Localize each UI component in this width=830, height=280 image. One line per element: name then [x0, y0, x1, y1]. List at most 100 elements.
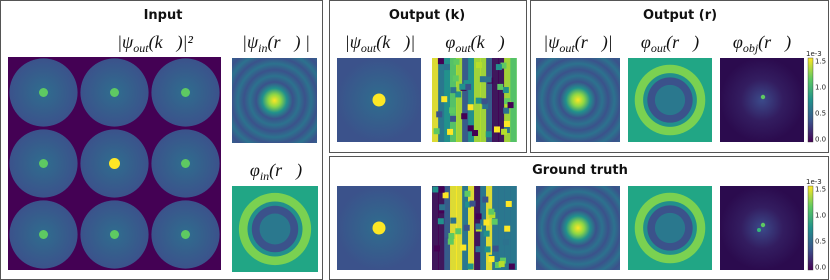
phase-k-speckle — [463, 224, 470, 231]
phase-k-speckle — [460, 244, 467, 251]
phase-k-speckle — [485, 76, 492, 83]
label-sub: in — [258, 41, 267, 55]
amplitude-image — [536, 58, 620, 142]
kspace-peak — [181, 159, 190, 168]
object-spot — [760, 94, 766, 100]
phase-k-speckle — [489, 212, 496, 219]
phase-k-speckle — [483, 230, 490, 237]
phase-k-speckle — [439, 204, 446, 211]
phase-k-speckle — [433, 245, 440, 252]
phase-k-speckle — [483, 219, 490, 226]
phase-k-speckle — [488, 256, 495, 263]
phase-k-speckle — [437, 218, 444, 225]
label-sub: in — [260, 169, 269, 183]
phase-k-speckle — [500, 257, 507, 264]
phase-k-speckle — [450, 87, 457, 94]
phase-k-speckle — [464, 190, 471, 197]
phase-k-speckle — [476, 62, 483, 69]
label-main: |ψ — [117, 32, 134, 52]
phase-k-stripe — [510, 186, 517, 270]
colorbar — [807, 185, 814, 271]
phase-k-speckle — [492, 250, 499, 257]
colorbar-tick-label: 0.5 — [815, 110, 826, 118]
phase-k-speckle — [433, 128, 440, 135]
phase-k-speckle — [467, 125, 474, 132]
colorbar-tick-label: 1.5 — [815, 58, 826, 66]
label-main: φ — [250, 160, 260, 180]
phase-k-stripe — [498, 186, 505, 270]
colorbar-scale: 1e-3 — [806, 178, 822, 186]
label-main: φ — [733, 32, 743, 52]
phase-k-stripe — [438, 186, 445, 270]
label-sub: out — [651, 41, 667, 55]
label-rest: (r⃗) — [666, 32, 699, 53]
phase-k-speckle — [465, 83, 472, 90]
phase-k-speckle — [437, 58, 444, 65]
phase-k-speckle — [475, 97, 482, 104]
phase-k-speckle — [498, 261, 505, 268]
phase-k-speckle — [442, 192, 449, 199]
colorbar-tick-label: 0.5 — [815, 238, 826, 246]
phase-k-stripe — [480, 186, 487, 270]
panel-title: Input — [144, 8, 183, 23]
phase-k-speckle — [482, 103, 489, 110]
phase-k-stripe — [486, 58, 493, 142]
math-label: |ψout(r⃗)| — [543, 32, 612, 55]
phase-k-speckle — [502, 87, 509, 94]
phase-k-stripe — [444, 186, 451, 270]
colorbar-tick-label: 0.0 — [815, 136, 826, 144]
label-main: |ψ — [543, 32, 560, 52]
phase-k-speckle — [443, 64, 450, 71]
phase-k-speckle — [500, 62, 507, 69]
phase-k-stripe — [432, 186, 439, 270]
phase-k-speckle — [491, 218, 498, 225]
phase-ring — [654, 212, 686, 244]
kspace-peak — [39, 88, 48, 97]
phase-k-stripe — [492, 186, 499, 270]
phase-k-stripe — [486, 186, 493, 270]
math-label: |ψout(k⃗)|² — [117, 32, 193, 55]
phase-k-speckle — [453, 58, 460, 65]
phase-k-speckle — [461, 113, 468, 120]
panel-title: Ground truth — [532, 163, 628, 178]
phase-k-speckle — [504, 225, 511, 232]
colorbar-tick-label: 1.5 — [815, 186, 826, 194]
phase-k-stripe — [450, 58, 457, 142]
output-k-frame — [329, 0, 527, 153]
math-label: φout(r⃗) — [641, 32, 699, 55]
colorbar-scale: 1e-3 — [806, 50, 822, 58]
phase-k-stripe — [492, 58, 499, 142]
phase-k-speckle — [448, 233, 455, 240]
phase-k-speckle — [495, 64, 502, 71]
phase-k-speckle — [502, 239, 509, 246]
kspace-peak — [110, 88, 119, 97]
phase-k-speckle — [497, 83, 504, 90]
phase-k-speckle — [438, 186, 445, 193]
label-rest: (r⃗) — [269, 160, 302, 181]
phase-k-speckle — [475, 246, 482, 253]
kspace-peak — [372, 93, 386, 107]
phase-k-speckle — [492, 245, 499, 252]
kspace-peak — [110, 230, 119, 239]
phase-k-stripe — [456, 186, 463, 270]
phase-k-speckle — [482, 196, 489, 203]
label-sub: obj — [743, 41, 759, 55]
kspace-peak — [181, 88, 190, 97]
label-rest: (k⃗) — [471, 32, 505, 53]
phase-k-speckle — [494, 262, 501, 269]
math-label: φobj(r⃗) — [733, 32, 791, 55]
phase-ring — [259, 213, 291, 245]
phase-k-speckle — [449, 107, 456, 114]
phase-k-speckle — [467, 263, 474, 270]
phase-k-speckle — [450, 217, 457, 224]
phase-k-speckle — [503, 107, 510, 114]
phase-k-speckle — [493, 126, 500, 133]
phase-k-speckle — [479, 76, 486, 83]
math-label: |ψout(k⃗)| — [345, 32, 415, 55]
phase-k-stripe — [468, 58, 475, 142]
object-spot — [757, 228, 761, 232]
label-rest: (r⃗)| — [575, 32, 613, 53]
amplitude-image — [232, 58, 317, 143]
label-main: φ — [641, 32, 651, 52]
